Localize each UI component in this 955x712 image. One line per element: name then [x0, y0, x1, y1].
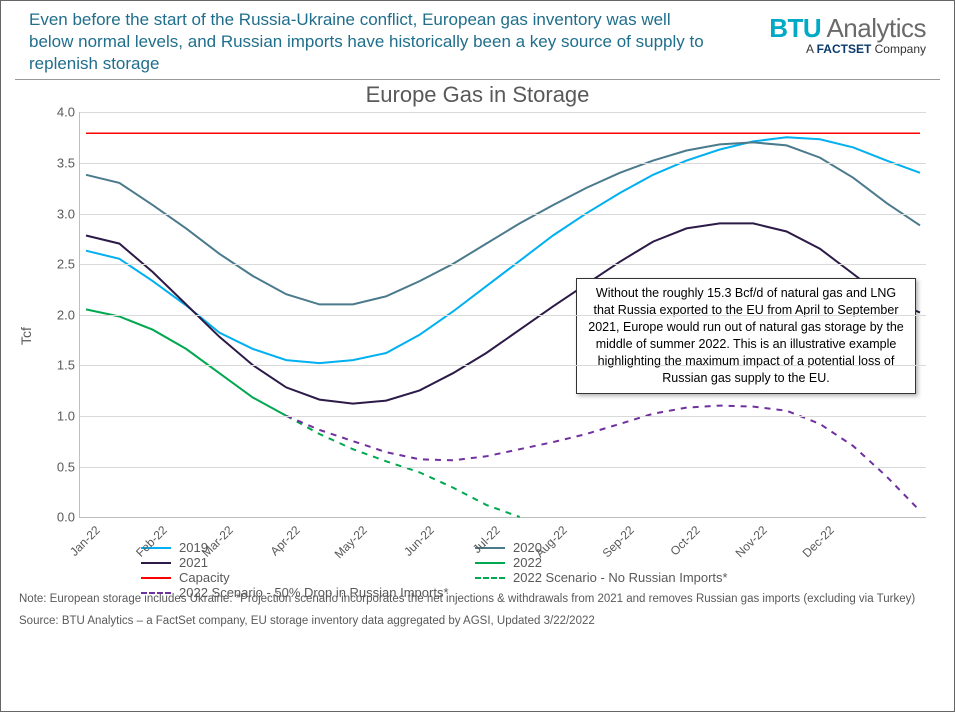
legend-swatch	[475, 577, 505, 579]
logo: BTU Analytics A FACTSET Company	[726, 9, 926, 75]
legend-swatch	[141, 562, 171, 564]
y-tick-label: 3.0	[41, 206, 75, 221]
y-tick-label: 0.5	[41, 459, 75, 474]
y-axis-label: Tcf	[18, 327, 34, 345]
legend-swatch	[475, 562, 505, 564]
gridline	[80, 264, 926, 265]
gridline	[80, 315, 926, 316]
header: Even before the start of the Russia-Ukra…	[15, 1, 940, 80]
x-tick-label: Jan-22	[44, 523, 103, 582]
y-tick-label: 1.5	[41, 358, 75, 373]
plot-region: Without the roughly 15.3 Bcf/d of natura…	[79, 112, 926, 518]
legend-swatch	[141, 577, 171, 579]
series-line	[86, 310, 286, 416]
y-tick-label: 4.0	[41, 105, 75, 120]
logo-sub-a: A	[806, 42, 817, 56]
legend-swatch	[141, 592, 171, 594]
logo-btu: BTU	[769, 13, 821, 43]
gridline	[80, 163, 926, 164]
chart-area: Tcf Without the roughly 15.3 Bcf/d of na…	[21, 108, 934, 588]
legend-label: 2022 Scenario - No Russian Imports*	[513, 570, 728, 585]
gridline	[80, 467, 926, 468]
legend-item: 2022 Scenario - 50% Drop in Russian Impo…	[141, 585, 451, 600]
y-tick-label: 2.5	[41, 257, 75, 272]
logo-sub-factset: FACTSET	[817, 42, 872, 56]
logo-analytics: Analytics	[821, 13, 926, 43]
legend-label: 2022 Scenario - 50% Drop in Russian Impo…	[179, 585, 449, 600]
gridline	[80, 214, 926, 215]
chart-title: Europe Gas in Storage	[1, 82, 954, 108]
y-tick-label: 2.0	[41, 307, 75, 322]
gridline	[80, 416, 926, 417]
footnote-source: Source: BTU Analytics – a FactSet compan…	[1, 610, 954, 632]
y-tick-label: 3.5	[41, 155, 75, 170]
logo-sub-company: Company	[871, 42, 926, 56]
y-tick-label: 1.0	[41, 409, 75, 424]
gridline	[80, 365, 926, 366]
y-tick-label: 0.0	[41, 510, 75, 525]
series-line	[286, 406, 920, 511]
annotation-box: Without the roughly 15.3 Bcf/d of natura…	[576, 278, 916, 393]
page-title: Even before the start of the Russia-Ukra…	[29, 9, 726, 75]
gridline	[80, 112, 926, 113]
